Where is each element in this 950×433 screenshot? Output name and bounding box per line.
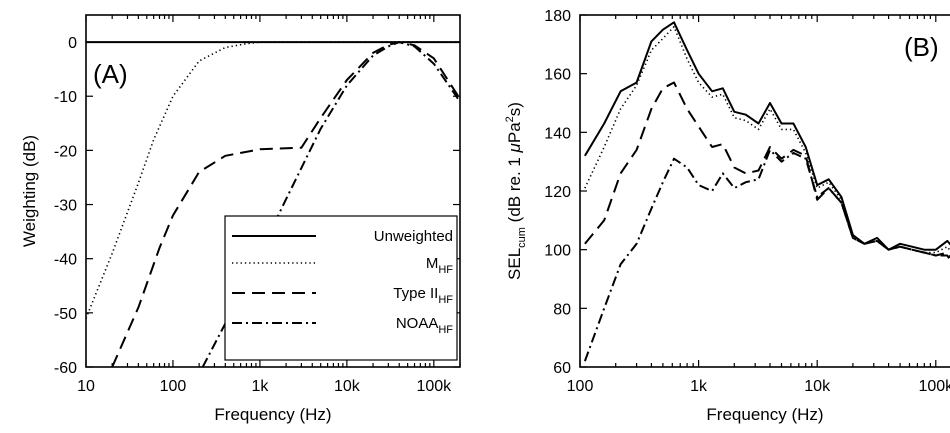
panel-a-x-tick-label: 1k	[251, 378, 269, 395]
panel-b-series-group	[583, 21, 950, 362]
panel-a-y-ticks: 0 -10 -20 -30 -40 -50 -60	[54, 35, 460, 377]
panel-a-y-tick-label: -30	[54, 198, 77, 215]
panel-b-series-unweighted	[584, 21, 950, 251]
panel-b-plot-frame	[579, 14, 950, 368]
legend-box	[224, 215, 458, 361]
panel-a-y-tick-label: -60	[54, 360, 77, 377]
panel-a-y-tick-label: -20	[54, 143, 77, 160]
panel-a-x-tick-label: 10	[77, 378, 95, 395]
legend-entry-unweighted: Unweighted	[232, 228, 453, 245]
panel-b-series-type-ii-hf	[584, 81, 950, 259]
panel-b-label: (B)	[904, 32, 939, 62]
panel-a-series-noaa-hf	[201, 41, 460, 367]
legend-entry-type-ii-hf: Type IIHF	[232, 285, 453, 306]
panel-a-legend: Unweighted MHF Type IIHF NOAAHF	[224, 215, 458, 361]
panel-b-x-tick-label: 100	[567, 378, 594, 395]
panel-b-y-tick-label: 120	[544, 184, 571, 201]
panel-b-y-tick-label: 140	[544, 125, 571, 142]
panel-b-x-tick-label: 10k	[804, 378, 831, 395]
legend-entry-m-hf: MHF	[232, 255, 453, 276]
panel-a-x-tick-label: 100	[160, 378, 187, 395]
panel-b-x-axis-label: Frequency (Hz)	[706, 405, 823, 424]
panel-a-series-group	[86, 41, 460, 367]
legend-label-unweighted: Unweighted	[374, 228, 453, 245]
panel-a-series-type-ii-hf	[111, 41, 460, 367]
panel-b-y-tick-label: 80	[553, 301, 571, 318]
panel-a-y-axis-label: Weighting (dB)	[20, 135, 39, 247]
panel-b-y-tick-label: 180	[544, 8, 571, 25]
panel-b-y-ticks: 60 80 100 120 140 160 180	[544, 8, 587, 377]
panel-a-label: (A)	[93, 59, 128, 89]
panel-a-plot-frame	[85, 14, 461, 368]
panel-a: 10 100 1k 10k 100k 0 -10 -20 -30 -40 -50 -60 (A) F…	[20, 14, 461, 424]
legend-label-noaa-hf: NOAAHF	[396, 315, 453, 336]
panel-a-y-tick-label: -10	[54, 89, 77, 106]
panel-b-y-tick-label: 160	[544, 67, 571, 84]
panel-a-x-axis-label: Frequency (Hz)	[214, 405, 331, 424]
panel-b-x-tick-label: 1k	[690, 378, 708, 395]
panel-a-y-tick-label: -40	[54, 252, 77, 269]
panel-a-x-tick-label: 100k	[416, 378, 452, 395]
panel-b-series-noaa-hf	[583, 148, 950, 362]
panel-b-y-tick-label: 60	[553, 360, 571, 377]
legend-label-m-hf: MHF	[426, 255, 453, 276]
panel-a-y-tick-label: 0	[68, 35, 77, 52]
legend-entry-noaa-hf: NOAAHF	[232, 315, 453, 336]
panel-b-y-tick-label: 100	[544, 243, 571, 260]
panel-a-x-tick-label: 10k	[334, 378, 361, 395]
panel-b-y-axis-label: SELcum (dB re. 1 μPa2s)	[504, 102, 528, 280]
panel-b-x-tick-label: 100k	[918, 378, 950, 395]
panel-a-series-m-hf	[86, 41, 460, 319]
panel-b-series-m-hf	[584, 25, 950, 254]
legend-label-type-ii-hf: Type IIHF	[393, 285, 453, 306]
panel-b: 100 1k 10k 100k 60 80 100 120 140 160 180 (B) Fre…	[504, 8, 950, 424]
panel-b-x-ticks: 100 1k 10k 100k	[567, 15, 950, 395]
panel-a-y-tick-label: -50	[54, 306, 77, 323]
panel-a-x-ticks: 10 100 1k 10k 100k	[77, 15, 461, 395]
